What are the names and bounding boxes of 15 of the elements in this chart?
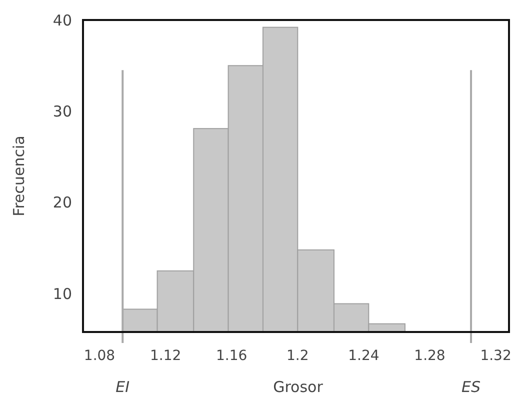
y-axis-title: Frecuencia <box>10 136 28 216</box>
y-tick-label: 20 <box>52 194 72 212</box>
x-tick-label: 1.08 <box>84 348 116 364</box>
y-tick-label: 10 <box>52 284 72 303</box>
x-axis-title: Grosor <box>273 378 324 396</box>
x-tick-label: 1.12 <box>150 348 182 364</box>
x-tick-label: 1.28 <box>414 348 446 364</box>
y-tick-label: 40 <box>52 11 72 30</box>
y-tick-label: 30 <box>52 102 72 120</box>
x-tick-label: 1.32 <box>480 348 512 364</box>
x-tick-label: 1.16 <box>216 348 248 364</box>
ref-line-label: ES <box>462 378 481 396</box>
ref-line-label: EI <box>116 378 130 396</box>
x-tick-label: 1.2 <box>286 348 309 364</box>
x-tick-label: 1.24 <box>348 348 380 364</box>
